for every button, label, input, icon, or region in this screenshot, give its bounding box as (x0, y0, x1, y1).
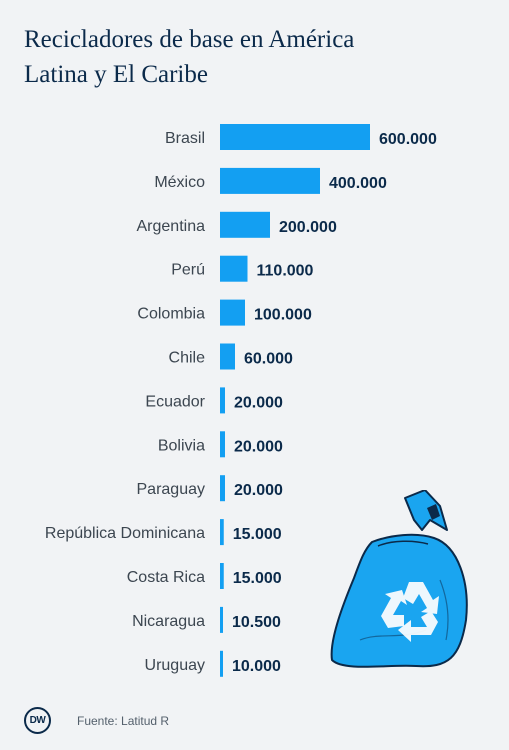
category-label: Ecuador (145, 393, 205, 410)
value-label: 400.000 (329, 175, 387, 192)
bar (220, 255, 248, 282)
value-label: 200.000 (279, 219, 337, 236)
title-line-1: Recicladores de base en América (24, 26, 355, 53)
value-label: 15.000 (233, 570, 282, 587)
bar (220, 431, 225, 458)
category-label: Uruguay (145, 657, 205, 674)
bar (220, 519, 224, 546)
bar (220, 299, 245, 326)
category-label: México (154, 174, 205, 191)
title-line-2: Latina y El Caribe (24, 61, 208, 88)
category-label: Chile (169, 350, 206, 367)
recycle-bag-icon (330, 490, 468, 668)
category-label: Perú (171, 262, 205, 279)
bar (220, 475, 225, 502)
value-label: 20.000 (234, 482, 283, 499)
bar (220, 563, 224, 589)
value-label: 15.000 (233, 526, 282, 543)
bar (220, 167, 320, 194)
category-label: Brasil (165, 130, 205, 147)
bar (220, 650, 223, 677)
category-label: Paraguay (137, 481, 206, 498)
bar (220, 606, 223, 633)
category-label: Costa Rica (127, 569, 205, 586)
dw-logo: DW (24, 707, 51, 734)
value-label: 20.000 (234, 394, 283, 411)
category-label: Bolivia (158, 437, 205, 454)
category-label: República Dominicana (45, 525, 205, 542)
footer: DW Fuente: Latitud R (24, 707, 169, 734)
bar (220, 124, 370, 150)
category-label: Nicaragua (132, 613, 205, 630)
bar (220, 387, 225, 414)
chart-title: Recicladores de base en América Latina y… (24, 22, 494, 92)
bar (220, 211, 270, 238)
value-label: 10.000 (232, 658, 281, 675)
value-label: 110.000 (257, 263, 314, 280)
value-label: 600.000 (379, 131, 437, 148)
bar-chart: Brasil 600.000 México 400.000 Argentina 200.0… (45, 124, 437, 677)
bar (220, 343, 235, 370)
category-label: Colombia (137, 306, 205, 323)
category-label: Argentina (137, 218, 206, 235)
value-label: 20.000 (234, 438, 283, 455)
value-label: 100.000 (254, 307, 312, 324)
value-label: 10.500 (232, 614, 281, 631)
value-label: 60.000 (244, 351, 293, 368)
source-note: Fuente: Latitud R (77, 713, 170, 728)
